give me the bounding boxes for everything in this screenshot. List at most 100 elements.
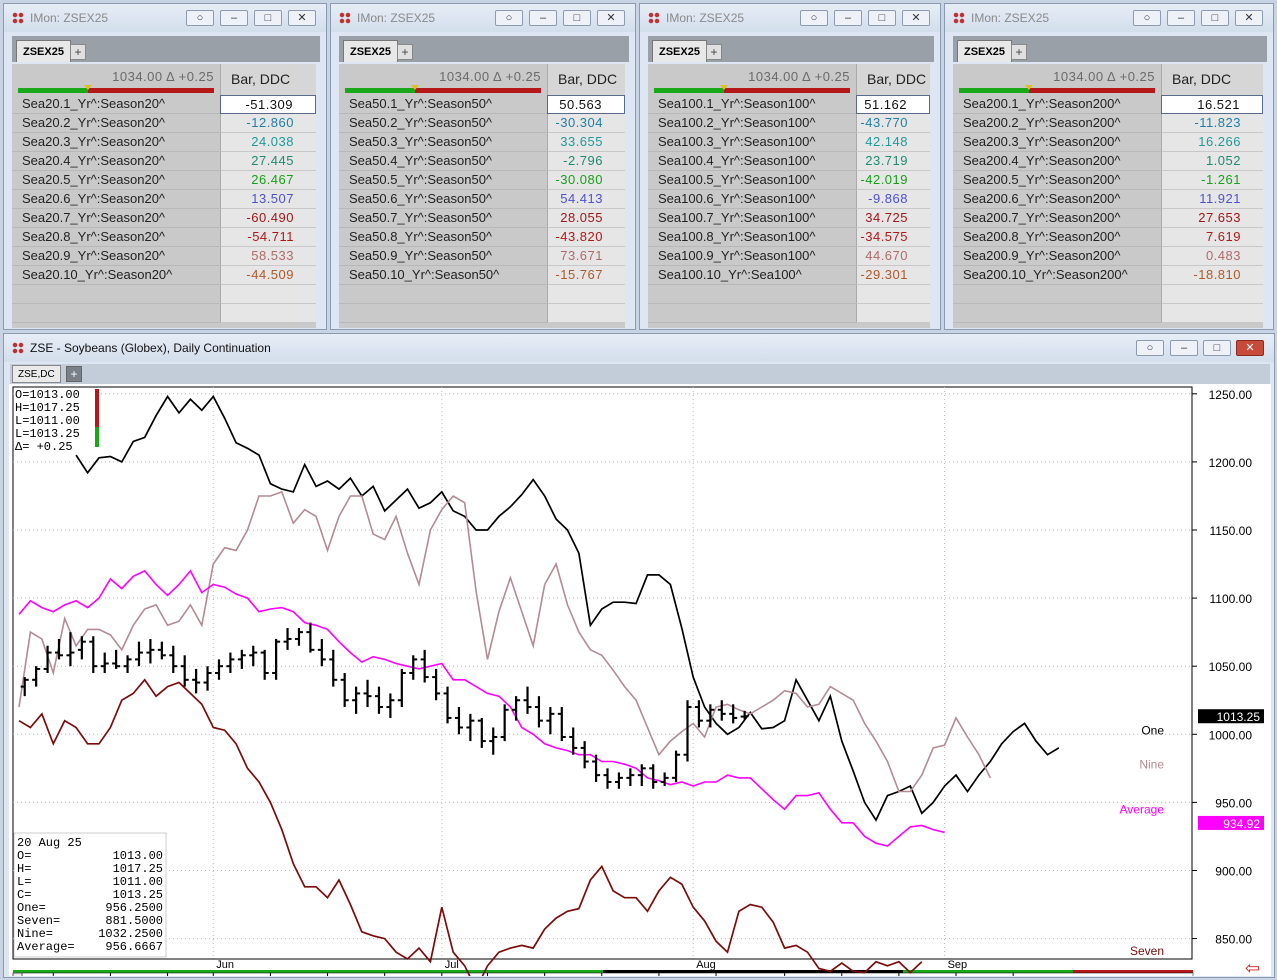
- price-chart[interactable]: 850.00 900.00 950.00 1000.00 1050.00 1100.00 1…: [9, 384, 1271, 976]
- value-cell[interactable]: -9.868: [856, 190, 930, 209]
- minimize-button[interactable]: –: [1167, 10, 1195, 26]
- table-row[interactable]: Sea100.3_Yr^:Season100^ 42.148: [648, 133, 930, 152]
- close-button[interactable]: ✕: [902, 10, 930, 26]
- value-cell[interactable]: 26.467: [220, 171, 316, 190]
- value-cell[interactable]: 58.533: [220, 247, 316, 266]
- symbol-cell[interactable]: Sea20.4_Yr^:Season20^: [12, 152, 220, 171]
- table-row[interactable]: Sea200.8_Yr^:Season200^ 7.619: [953, 228, 1263, 247]
- value-cell[interactable]: -11.823: [1161, 114, 1263, 133]
- value-cell[interactable]: -54.711: [220, 228, 316, 247]
- minimize-button[interactable]: –: [220, 10, 248, 26]
- symbol-cell[interactable]: Sea200.3_Yr^:Season200^: [953, 133, 1161, 152]
- symbol-cell[interactable]: Sea20.10_Yr^:Season20^: [12, 266, 220, 285]
- tab-zse-dc[interactable]: ZSE,DC: [12, 365, 61, 383]
- value-cell[interactable]: -30.080: [547, 171, 625, 190]
- symbol-cell[interactable]: Sea100.5_Yr^:Season100^: [648, 171, 856, 190]
- scroll-handle[interactable]: [12, 972, 23, 976]
- symbol-cell[interactable]: Sea50.4_Yr^:Season50^: [339, 152, 547, 171]
- scroll-left-arrow[interactable]: ⇦: [1245, 958, 1260, 976]
- value-cell[interactable]: -30.304: [547, 114, 625, 133]
- table-row[interactable]: Sea20.5_Yr^:Season20^ 26.467: [12, 171, 316, 190]
- value-cell[interactable]: 34.725: [856, 209, 930, 228]
- table-row[interactable]: Sea50.3_Yr^:Season50^ 33.655: [339, 133, 625, 152]
- value-cell[interactable]: 73.671: [547, 247, 625, 266]
- value-cell[interactable]: -51.309: [220, 95, 316, 114]
- link-icon[interactable]: ○: [1136, 340, 1164, 356]
- symbol-cell[interactable]: Sea200.7_Yr^:Season200^: [953, 209, 1161, 228]
- value-cell[interactable]: 50.563: [547, 95, 625, 114]
- table-row[interactable]: Sea200.7_Yr^:Season200^ 27.653: [953, 209, 1263, 228]
- maximize-button[interactable]: □: [1203, 340, 1231, 356]
- table-row[interactable]: Sea100.2_Yr^:Season100^ -43.770: [648, 114, 930, 133]
- table-row[interactable]: Sea50.6_Yr^:Season50^ 54.413: [339, 190, 625, 209]
- symbol-cell[interactable]: Sea50.7_Yr^:Season50^: [339, 209, 547, 228]
- tab-zsex25[interactable]: ZSEX25: [652, 40, 707, 62]
- table-row[interactable]: Sea20.2_Yr^:Season20^ -12.860: [12, 114, 316, 133]
- minimize-button[interactable]: –: [1170, 340, 1198, 356]
- value-cell[interactable]: 0.483: [1161, 247, 1263, 266]
- value-cell[interactable]: -43.770: [856, 114, 930, 133]
- table-row[interactable]: Sea20.3_Yr^:Season20^ 24.038: [12, 133, 316, 152]
- column-header[interactable]: Bar, DDC: [547, 64, 625, 95]
- symbol-cell[interactable]: Sea50.6_Yr^:Season50^: [339, 190, 547, 209]
- value-cell[interactable]: -15.767: [547, 266, 625, 285]
- symbol-cell[interactable]: Sea200.5_Yr^:Season200^: [953, 171, 1161, 190]
- table-row[interactable]: Sea100.5_Yr^:Season100^ -42.019: [648, 171, 930, 190]
- table-row[interactable]: Sea100.1_Yr^:Season100^ 51.162: [648, 95, 930, 114]
- table-row[interactable]: Sea20.7_Yr^:Season20^ -60.490: [12, 209, 316, 228]
- table-row[interactable]: Sea200.3_Yr^:Season200^ 16.266: [953, 133, 1263, 152]
- symbol-cell[interactable]: Sea100.6_Yr^:Season100^: [648, 190, 856, 209]
- table-row[interactable]: Sea20.10_Yr^:Season20^ -44.509: [12, 266, 316, 285]
- table-row[interactable]: Sea50.8_Yr^:Season50^ -43.820: [339, 228, 625, 247]
- symbol-cell[interactable]: Sea200.10_Yr^:Season200^: [953, 266, 1161, 285]
- table-row[interactable]: Sea200.4_Yr^:Season200^ 1.052: [953, 152, 1263, 171]
- symbol-cell[interactable]: Sea50.5_Yr^:Season50^: [339, 171, 547, 190]
- symbol-cell[interactable]: Sea200.9_Yr^:Season200^: [953, 247, 1161, 266]
- symbol-cell[interactable]: Sea20.3_Yr^:Season20^: [12, 133, 220, 152]
- symbol-cell[interactable]: Sea50.3_Yr^:Season50^: [339, 133, 547, 152]
- close-button[interactable]: ✕: [288, 10, 316, 26]
- symbol-cell[interactable]: Sea200.8_Yr^:Season200^: [953, 228, 1161, 247]
- value-cell[interactable]: -42.019: [856, 171, 930, 190]
- table-row[interactable]: Sea100.4_Yr^:Season100^ 23.719: [648, 152, 930, 171]
- symbol-cell[interactable]: Sea100.3_Yr^:Season100^: [648, 133, 856, 152]
- symbol-cell[interactable]: Sea100.4_Yr^:Season100^: [648, 152, 856, 171]
- table-row[interactable]: Sea20.6_Yr^:Season20^ 13.507: [12, 190, 316, 209]
- symbol-cell[interactable]: Sea50.1_Yr^:Season50^: [339, 95, 547, 114]
- table-row[interactable]: Sea200.2_Yr^:Season200^ -11.823: [953, 114, 1263, 133]
- symbol-cell[interactable]: Sea50.10_Yr^:Season50^: [339, 266, 547, 285]
- table-row[interactable]: Sea20.1_Yr^:Season20^ -51.309: [12, 95, 316, 114]
- symbol-cell[interactable]: Sea100.2_Yr^:Season100^: [648, 114, 856, 133]
- table-row[interactable]: Sea100.6_Yr^:Season100^ -9.868: [648, 190, 930, 209]
- table-row[interactable]: Sea50.2_Yr^:Season50^ -30.304: [339, 114, 625, 133]
- tab-zsex25[interactable]: ZSEX25: [16, 40, 71, 62]
- value-cell[interactable]: 28.055: [547, 209, 625, 228]
- symbol-cell[interactable]: Sea20.6_Yr^:Season20^: [12, 190, 220, 209]
- value-cell[interactable]: -29.301: [856, 266, 930, 285]
- value-cell[interactable]: -18.810: [1161, 266, 1263, 285]
- maximize-button[interactable]: □: [254, 10, 282, 26]
- value-cell[interactable]: 16.521: [1161, 95, 1263, 114]
- symbol-cell[interactable]: Sea200.1_Yr^:Season200^: [953, 95, 1161, 114]
- value-cell[interactable]: 33.655: [547, 133, 625, 152]
- table-row[interactable]: Sea50.4_Yr^:Season50^ -2.796: [339, 152, 625, 171]
- value-cell[interactable]: 16.266: [1161, 133, 1263, 152]
- symbol-cell[interactable]: Sea20.7_Yr^:Season20^: [12, 209, 220, 228]
- tab-zsex25[interactable]: ZSEX25: [957, 40, 1012, 62]
- value-cell[interactable]: -60.490: [220, 209, 316, 228]
- add-tab-button[interactable]: +: [70, 44, 86, 60]
- table-row[interactable]: Sea50.1_Yr^:Season50^ 50.563: [339, 95, 625, 114]
- value-cell[interactable]: 23.719: [856, 152, 930, 171]
- value-cell[interactable]: -12.860: [220, 114, 316, 133]
- table-row[interactable]: Sea200.9_Yr^:Season200^ 0.483: [953, 247, 1263, 266]
- table-row[interactable]: Sea200.5_Yr^:Season200^ -1.261: [953, 171, 1263, 190]
- value-cell[interactable]: -2.796: [547, 152, 625, 171]
- table-row[interactable]: Sea100.8_Yr^:Season100^ -34.575: [648, 228, 930, 247]
- minimize-button[interactable]: –: [834, 10, 862, 26]
- table-row[interactable]: Sea100.7_Yr^:Season100^ 34.725: [648, 209, 930, 228]
- value-cell[interactable]: -1.261: [1161, 171, 1263, 190]
- value-cell[interactable]: 54.413: [547, 190, 625, 209]
- add-tab-button[interactable]: +: [397, 44, 413, 60]
- value-cell[interactable]: 1.052: [1161, 152, 1263, 171]
- table-row[interactable]: Sea50.9_Yr^:Season50^ 73.671: [339, 247, 625, 266]
